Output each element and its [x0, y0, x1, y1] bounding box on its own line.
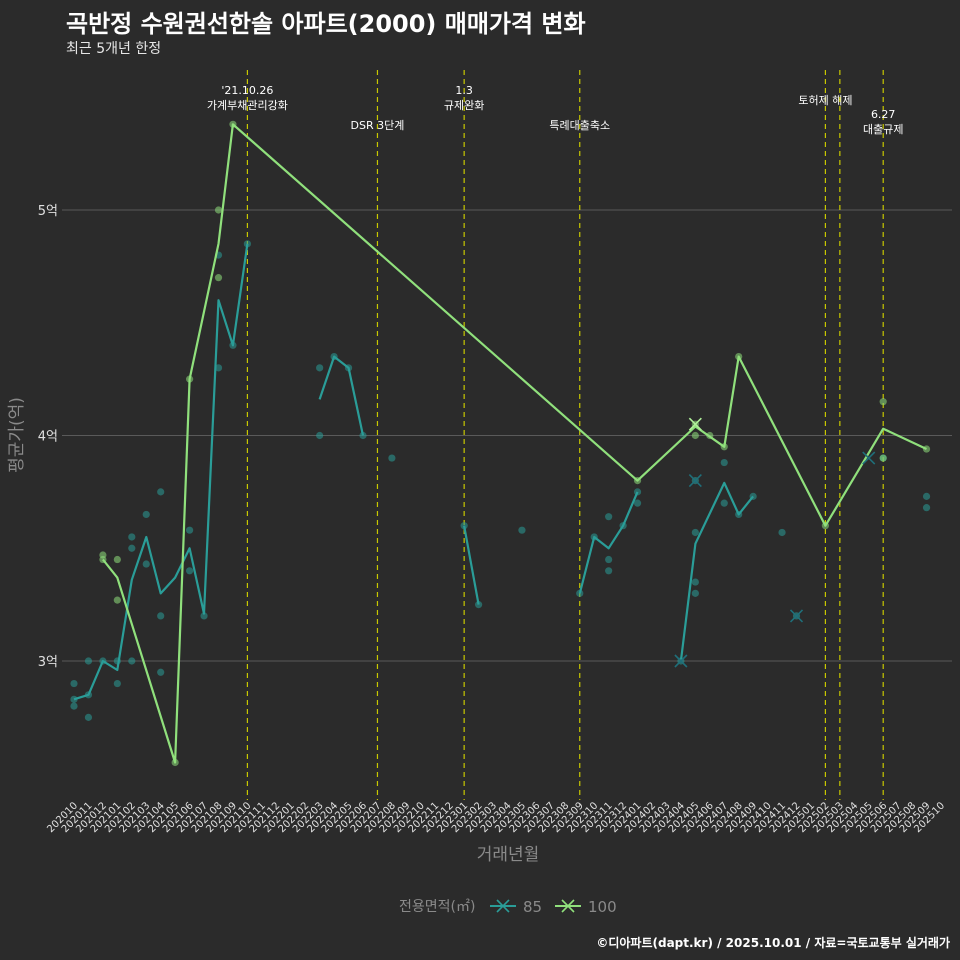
cross-marker-100: [688, 417, 702, 431]
legend-label-100: 100: [588, 898, 617, 916]
source-caption: ©디아파트(dapt.kr) / 2025.10.01 / 자료=국토교통부 실…: [596, 936, 950, 950]
data-point-85: [70, 695, 78, 703]
data-point-100: [214, 206, 223, 214]
data-point-85: [186, 526, 194, 534]
data-point-85: [922, 504, 931, 512]
chart-subtitle: 최근 5개년 한정: [66, 41, 162, 57]
data-point-85: [633, 499, 642, 507]
event-annotation-label: DSR 3단계: [351, 119, 405, 132]
data-point-85: [113, 679, 121, 688]
data-point-85: [605, 513, 613, 521]
series-line-85: [73, 243, 249, 701]
cross-marker-85: [674, 654, 688, 668]
data-point-85: [128, 533, 136, 541]
data-point-85: [518, 526, 526, 534]
data-point-85: [214, 364, 223, 372]
data-point-85: [186, 567, 194, 575]
data-point-85: [70, 679, 78, 688]
cross-marker-85: [862, 451, 876, 465]
data-point-100: [214, 274, 223, 282]
data-point-85: [70, 702, 78, 710]
data-point-85: [778, 528, 786, 537]
event-annotation-label: 1.3: [455, 84, 473, 97]
data-point-85: [691, 528, 699, 537]
event-annotation-label: 규제완화: [444, 99, 484, 112]
data-point-85: [922, 492, 931, 500]
event-annotation-label: 특례대출축소: [549, 119, 610, 132]
event-annotation-label: 대출규제: [863, 123, 903, 136]
legend-swatch-cross: [496, 899, 510, 913]
legend-swatch-cross: [561, 899, 575, 913]
cross-stroke: [862, 451, 876, 465]
data-point-85: [157, 612, 165, 620]
data-point-85: [200, 612, 208, 620]
series-line-85: [578, 491, 639, 594]
x-axis-title: 거래년월: [477, 845, 540, 865]
data-point-100: [113, 596, 121, 604]
data-point-85: [142, 510, 150, 519]
data-point-85: [691, 578, 699, 586]
data-point-100: [879, 398, 887, 406]
data-point-85: [84, 657, 93, 665]
data-point-85: [84, 713, 93, 721]
cross-stroke: [674, 654, 688, 668]
event-annotation-label: 6.27: [871, 108, 896, 121]
cross-marker-85: [688, 474, 702, 488]
series-line-100: [102, 123, 927, 764]
data-point-85: [157, 668, 165, 676]
cross-stroke: [688, 417, 702, 431]
event-annotation-label: 토허제 해제: [798, 93, 852, 107]
data-point-85: [128, 544, 136, 552]
data-point-85: [720, 499, 728, 507]
data-point-85: [605, 555, 613, 564]
data-point-100: [879, 454, 887, 462]
data-point-85: [605, 567, 613, 575]
data-point-85: [388, 454, 396, 462]
data-point-85: [691, 589, 699, 597]
cross-stroke: [561, 899, 575, 913]
data-point-85: [157, 488, 165, 496]
cross-stroke: [789, 609, 804, 623]
series-line-85: [463, 525, 480, 605]
legend-title: 전용면적(㎡): [399, 899, 475, 915]
y-tick-label: 3억: [38, 655, 58, 670]
event-annotation-label: 가계부채관리강화: [207, 99, 288, 112]
cross-stroke: [496, 899, 510, 913]
chart-title: 곡반정 수원권선한솔 아파트(2000) 매매가격 변화: [66, 10, 586, 38]
data-point-85: [316, 364, 324, 372]
y-axis-title: 평균가(억): [7, 397, 27, 473]
data-point-85: [720, 458, 728, 467]
series-line-85: [318, 355, 365, 436]
event-annotation-label: '21.10.26: [221, 84, 273, 97]
legend-label-85: 85: [523, 898, 542, 916]
series-line-85: [679, 481, 754, 662]
data-point-100: [691, 431, 699, 440]
data-point-85: [475, 601, 483, 609]
data-point-100: [113, 555, 121, 564]
data-point-85: [128, 657, 136, 665]
cross-marker-85: [789, 609, 804, 623]
y-tick-label: 5억: [38, 204, 58, 219]
data-point-85: [316, 431, 324, 440]
cross-stroke: [688, 474, 702, 488]
data-point-100: [99, 551, 107, 559]
data-point-85: [142, 560, 150, 568]
y-tick-label: 4억: [38, 430, 58, 445]
